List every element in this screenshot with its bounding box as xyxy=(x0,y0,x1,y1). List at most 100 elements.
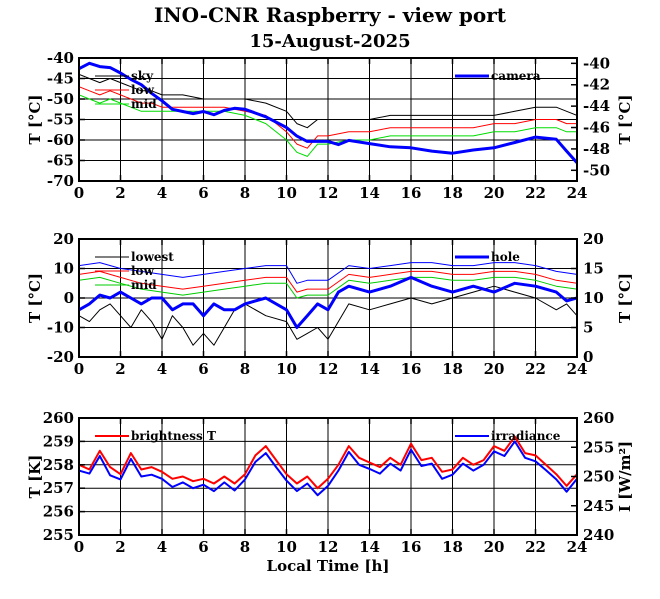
y2-tick-label: 10 xyxy=(583,289,604,307)
panel-2: 0 2 4 6 8 10 12 14 16 18 20 22 24-20-100102005101520… xyxy=(26,230,634,378)
x-tick-label: 16 xyxy=(401,184,422,202)
y2-tick-label: 250 xyxy=(583,468,614,486)
y2-tick-label: -40 xyxy=(583,54,610,72)
y2-tick-label: -42 xyxy=(583,76,610,94)
y-tick-label: 20 xyxy=(53,230,74,248)
y-tick-label: 0 xyxy=(64,289,74,307)
x-tick-label: 2 xyxy=(115,538,125,556)
y-tick-label: -65 xyxy=(47,152,74,170)
legend-label: mid xyxy=(131,97,157,111)
x-tick-label: 20 xyxy=(484,360,505,378)
x-tick-label: 14 xyxy=(359,538,380,556)
legend-label: mid xyxy=(131,278,157,292)
y2-tick-label: -46 xyxy=(583,119,610,137)
y-axis-label: T [°C] xyxy=(26,273,44,323)
x-tick-label: 12 xyxy=(318,184,339,202)
y-tick-label: 258 xyxy=(43,456,74,474)
x-tick-label: 10 xyxy=(276,184,297,202)
y-axis-label: T [°C] xyxy=(26,94,44,144)
x-tick-label: 22 xyxy=(525,360,546,378)
y2-tick-label: 20 xyxy=(583,230,604,248)
x-tick-label: 18 xyxy=(442,360,463,378)
y2-tick-label: -50 xyxy=(583,161,610,179)
y-tick-label: -20 xyxy=(47,348,74,366)
y2-tick-label: -44 xyxy=(583,97,610,115)
y2-tick-label: 240 xyxy=(583,526,614,544)
x-tick-label: 10 xyxy=(276,360,297,378)
legend-label: lowest xyxy=(131,250,174,264)
y2-tick-label: 260 xyxy=(583,409,614,427)
y-tick-label: 10 xyxy=(53,260,74,278)
y-tick-label: 256 xyxy=(43,503,74,521)
x-tick-label: 4 xyxy=(157,184,167,202)
y-tick-label: -50 xyxy=(47,90,74,108)
chart-title: INO-CNR Raspberry - view port xyxy=(154,3,507,27)
legend-label: low xyxy=(131,83,155,97)
y-tick-label: 257 xyxy=(43,479,74,497)
series-line-mid xyxy=(79,276,577,299)
y2-axis-label: I [W/m²] xyxy=(616,441,634,512)
y2-tick-label: 5 xyxy=(583,319,593,337)
x-tick-label: 10 xyxy=(276,538,297,556)
x-tick-label: 2 xyxy=(115,360,125,378)
y2-tick-label: 245 xyxy=(583,497,614,515)
legend-label: sky xyxy=(131,69,154,83)
y-axis-label: T [K] xyxy=(26,455,44,499)
legend-label: irradiance xyxy=(491,429,561,443)
x-tick-label: 20 xyxy=(484,538,505,556)
plots-group: 0 2 4 6 8 10 12 14 16 18 20 22 24-70-65-60-55-50-45-… xyxy=(26,49,634,575)
x-tick-label: 24 xyxy=(567,538,588,556)
x-tick-label: 8 xyxy=(240,538,250,556)
series-group xyxy=(79,262,577,346)
x-tick-label: 0 xyxy=(74,360,84,378)
legend-label: hole xyxy=(491,250,520,264)
x-tick-label: 0 xyxy=(74,184,84,202)
y-tick-label: 259 xyxy=(43,432,74,450)
y2-tick-label: 0 xyxy=(583,348,593,366)
panel-3: 0 2 4 6 8 10 12 14 16 18 20 22 242552562572582592602… xyxy=(26,409,634,575)
x-tick-label: 0 xyxy=(74,538,84,556)
y-tick-label: -45 xyxy=(47,70,74,88)
series-line-hole xyxy=(79,275,577,329)
y-tick-label: -40 xyxy=(47,49,74,67)
series-group xyxy=(79,61,577,164)
series-line-sky xyxy=(79,73,577,129)
series-line-upper xyxy=(79,262,577,284)
x-tick-label: 12 xyxy=(318,538,339,556)
series-line-camera xyxy=(79,61,577,164)
x-tick-label: 2 xyxy=(115,184,125,202)
series-line-low xyxy=(79,270,577,293)
y2-axis-label: T [°C] xyxy=(616,273,634,323)
x-tick-label: 6 xyxy=(198,184,208,202)
chart-date: 15-August-2025 xyxy=(249,31,410,52)
series-line-brightness-T xyxy=(79,435,577,490)
series-line-mid xyxy=(79,94,577,157)
x-tick-label: 14 xyxy=(359,184,380,202)
x-tick-label: 22 xyxy=(525,184,546,202)
y-tick-label: 260 xyxy=(43,409,74,427)
legend-label: low xyxy=(131,264,155,278)
series-line-low xyxy=(79,86,577,149)
x-tick-label: 4 xyxy=(157,538,167,556)
x-tick-label: 16 xyxy=(401,538,422,556)
x-tick-label: 24 xyxy=(567,360,588,378)
x-tick-label: 22 xyxy=(525,538,546,556)
x-tick-label: 16 xyxy=(401,360,422,378)
legend-label: brightness T xyxy=(131,429,216,443)
x-tick-label: 6 xyxy=(198,360,208,378)
series-line-irradiance xyxy=(79,440,577,497)
y2-tick-label: -48 xyxy=(583,140,610,158)
x-tick-label: 24 xyxy=(567,184,588,202)
y-tick-label: -60 xyxy=(47,131,74,149)
y2-tick-label: 255 xyxy=(583,438,614,456)
y-tick-label: -10 xyxy=(47,319,74,337)
x-tick-label: 8 xyxy=(240,360,250,378)
panel-1: 0 2 4 6 8 10 12 14 16 18 20 22 24-70-65-60-55-50-45-… xyxy=(26,49,634,202)
x-tick-label: 12 xyxy=(318,360,339,378)
y2-axis-label: T [°C] xyxy=(616,94,634,144)
y-tick-label: -55 xyxy=(47,111,74,129)
series-line-lowest xyxy=(79,285,577,346)
x-tick-label: 18 xyxy=(442,538,463,556)
